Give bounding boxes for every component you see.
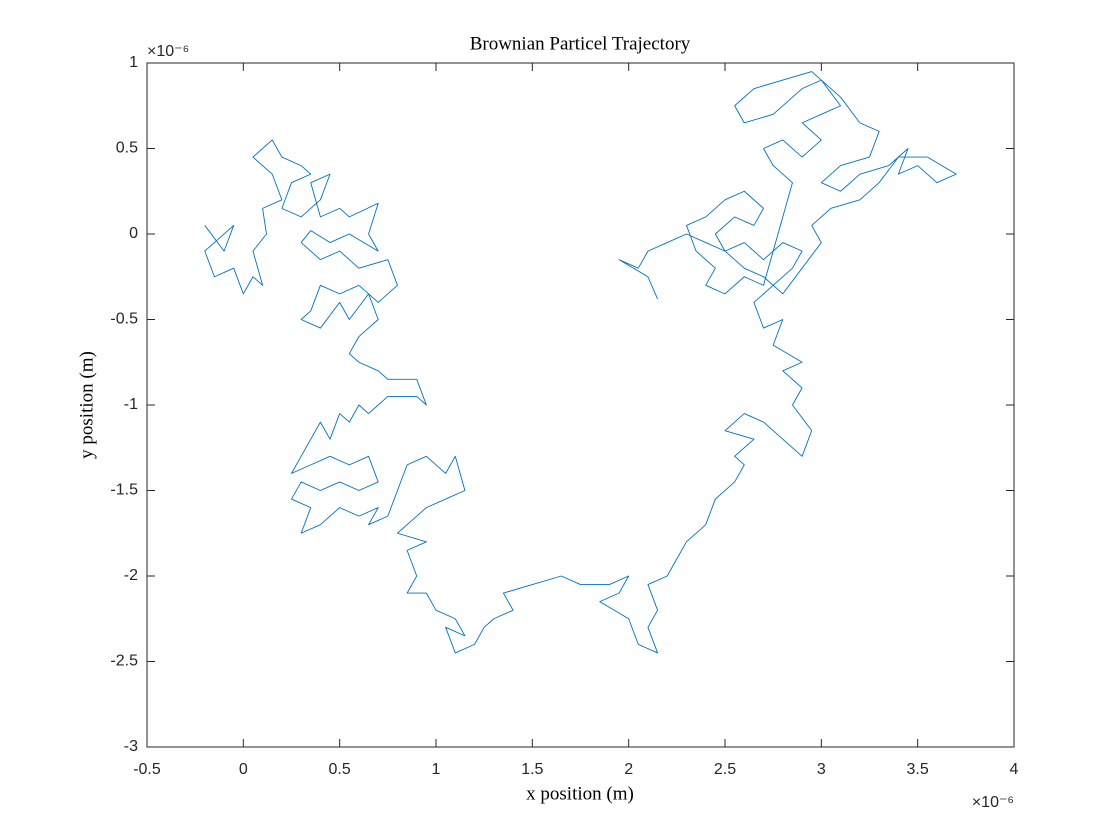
y-tick-label: 0 <box>129 225 138 242</box>
x-tick-label: 1.5 <box>521 761 543 778</box>
x-tick-label: 3.5 <box>907 761 929 778</box>
y-tick-label: -2 <box>124 567 138 584</box>
y-tick-label: 1 <box>129 54 138 71</box>
x-tick-label: 2 <box>624 761 633 778</box>
y-tick-label: -1.5 <box>110 482 138 499</box>
y-tick-label: -0.5 <box>110 311 138 328</box>
y-tick-label: -2.5 <box>110 653 138 670</box>
x-tick-label: 0.5 <box>329 761 351 778</box>
chart-title: Brownian Particel Trajectory <box>470 33 691 54</box>
y-tick-label: -1 <box>124 396 138 413</box>
x-tick-label: 0 <box>239 761 248 778</box>
x-axis-label: x position (m) <box>526 783 634 804</box>
x-tick-label: 1 <box>432 761 441 778</box>
x-tick-label: 2.5 <box>714 761 736 778</box>
y-axis-label: y position (m) <box>76 351 97 459</box>
trajectory-line <box>204 71 957 654</box>
y-tick-label: -3 <box>124 738 138 755</box>
y-tick-label: 0.5 <box>116 140 138 157</box>
x-exponent: ×10⁻⁶ <box>972 794 1014 811</box>
x-tick-label: -0.5 <box>133 761 161 778</box>
x-tick-label: 4 <box>1010 761 1019 778</box>
y-exponent: ×10⁻⁶ <box>147 43 189 60</box>
x-tick-label: 3 <box>817 761 826 778</box>
